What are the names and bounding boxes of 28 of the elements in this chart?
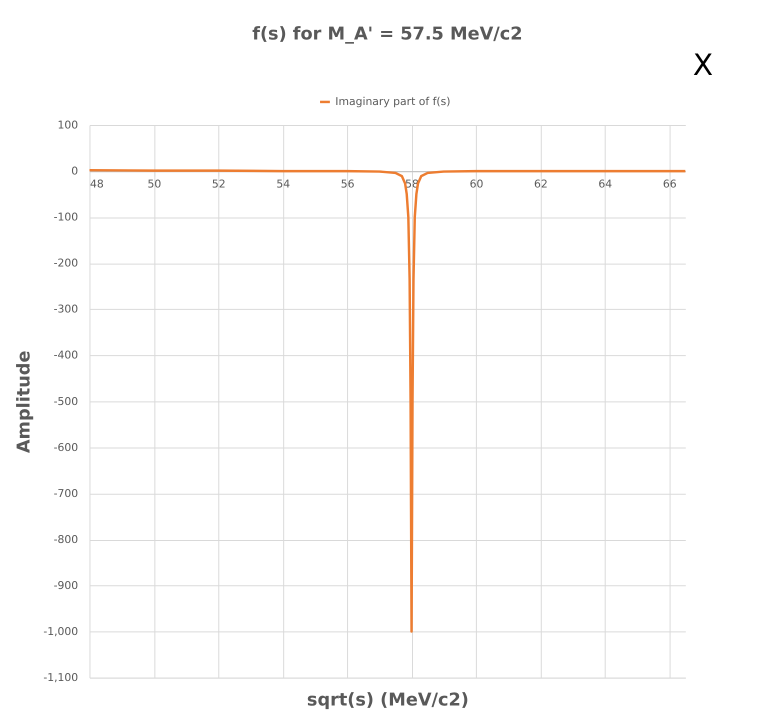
- y-tick-label: -1,000: [43, 625, 78, 638]
- line-series: [88, 168, 687, 633]
- text: X: [692, 48, 714, 82]
- y-tick-label: 0: [71, 164, 78, 178]
- x-tick-label: 52: [212, 177, 226, 190]
- chart-title: f(s) for M_A' = 57.5 MeV/c2: [252, 24, 523, 45]
- x-tick-label: 50: [148, 177, 162, 190]
- y-tick-label: -900: [54, 578, 78, 592]
- y-tick-label: -800: [54, 532, 78, 546]
- x-tick-label: 54: [276, 177, 290, 190]
- x-tick-label: 56: [340, 177, 355, 190]
- y-tick-label: -500: [54, 394, 78, 408]
- y-tick-label: -1,100: [43, 671, 78, 684]
- y-tick-label: -100: [54, 210, 78, 224]
- x-tick-label: 48: [90, 177, 104, 190]
- y-tick-label: -200: [54, 256, 78, 270]
- x-tick-label: 64: [598, 177, 612, 190]
- x-tick-label: 62: [534, 177, 548, 190]
- y-tick-label: -400: [54, 348, 78, 362]
- legend-label: Imaginary part of f(s): [335, 94, 450, 108]
- y-tick-label: -300: [54, 302, 78, 316]
- x-tick-label: 60: [470, 177, 484, 190]
- y-axis-title: Amplitude: [14, 350, 35, 454]
- y-tick-label: -700: [54, 486, 78, 500]
- y-tick-label: -600: [54, 440, 78, 454]
- x-tick-label: 66: [662, 177, 677, 190]
- y-tick-label: 100: [58, 118, 78, 132]
- x-axis-title: sqrt(s) (MeV/c2): [306, 690, 469, 711]
